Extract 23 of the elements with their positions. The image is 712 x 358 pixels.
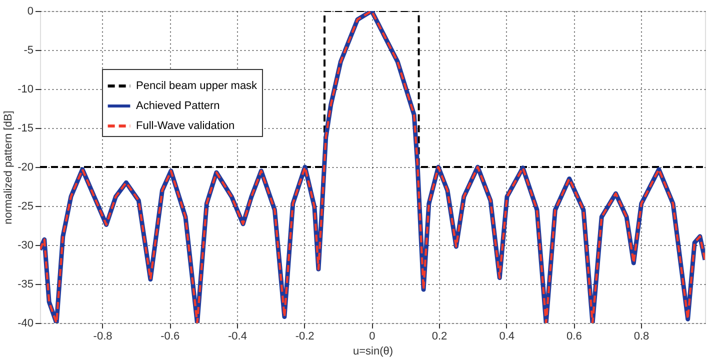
x-tick-label: 0.8 [634, 330, 650, 342]
y-tick-label: -5 [24, 44, 34, 56]
x-tick-label: 0 [369, 330, 376, 342]
x-tick-label: -0.4 [228, 330, 247, 342]
x-tick-label: 0.4 [499, 330, 514, 342]
y-tick-label: -15 [18, 122, 34, 134]
x-tick-label: -0.6 [160, 330, 180, 342]
y-tick-label: -35 [18, 278, 34, 290]
y-tick-label: -20 [18, 162, 34, 174]
x-tick-label: 0.2 [432, 330, 448, 342]
x-axis-title: u=sin(θ) [352, 346, 394, 358]
legend-label: Achieved Pattern [136, 100, 220, 112]
x-tick-label: -0.2 [295, 330, 314, 342]
y-tick-label: -10 [18, 84, 34, 96]
x-tick-label: 0.6 [566, 330, 582, 342]
legend-label: Pencil beam upper mask [136, 80, 258, 92]
y-tick-label: -30 [18, 240, 34, 252]
y-tick-label: 0 [27, 6, 34, 18]
y-tick-label: -25 [18, 200, 34, 212]
legend-label: Full-Wave validation [136, 120, 235, 132]
y-axis-title: normalized pattern [dB] [2, 110, 15, 224]
x-tick-label: -0.8 [93, 330, 112, 342]
y-tick-label: -40 [18, 318, 34, 330]
